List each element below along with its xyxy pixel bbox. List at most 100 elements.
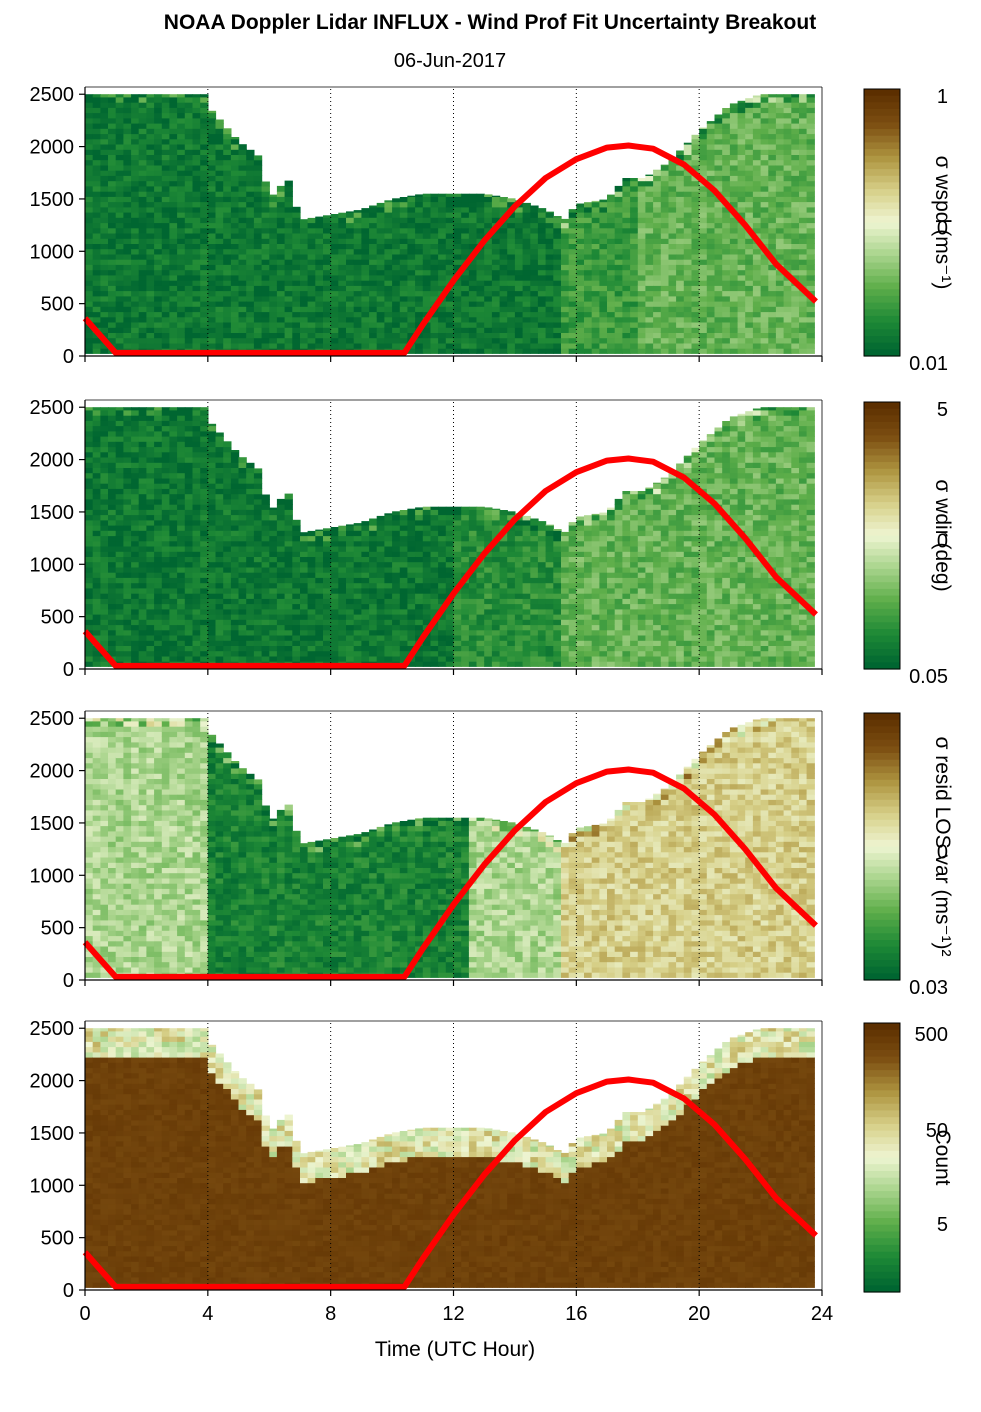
heatmap-cell [276,635,286,641]
heatmap-cell [169,624,178,631]
heatmap-cell [722,117,731,124]
heatmap-cell [284,650,293,657]
heatmap-cell [699,133,708,140]
heatmap-cell [161,227,171,234]
heatmap-cell [230,337,240,344]
heatmap-cell [276,619,286,626]
heatmap-cell [184,144,194,150]
heatmap-cell [192,301,201,307]
heatmap-cell [284,561,293,568]
heatmap-cell [138,280,147,286]
heatmap-cell [591,206,600,213]
heatmap-cell [683,274,693,281]
heatmap-cell [115,295,124,302]
heatmap-cell [392,201,401,208]
heatmap-cell [384,233,393,239]
heatmap-cell [100,154,109,161]
heatmap-cell [192,608,201,615]
heatmap-cell [161,280,171,286]
heatmap-cell [522,264,531,271]
heatmap-cell [607,227,616,234]
heatmap-cell [215,342,224,349]
heatmap-cell [184,430,194,437]
heatmap-cell [169,572,178,578]
heatmap-cell [806,238,815,244]
heatmap-cell [614,248,623,255]
heatmap-cell [238,509,247,516]
heatmap-cell [215,191,224,197]
heatmap-cell [722,227,731,234]
heatmap-cell [92,407,101,411]
heatmap-cell [637,269,647,276]
heatmap-cell [138,149,147,155]
heatmap-cell [261,530,270,537]
heatmap-cell [630,222,639,229]
heatmap-cell [599,280,608,286]
heatmap-cell [238,253,247,260]
heatmap-cell [392,295,401,302]
heatmap-cell [752,243,762,250]
heatmap-cell [92,441,101,448]
heatmap-cell [146,650,155,657]
heatmap-cell [630,285,639,292]
heatmap-cell [177,311,186,318]
heatmap-cell [261,238,270,244]
heatmap-cell [138,415,147,421]
heatmap-cell [300,253,309,260]
heatmap-cell [169,598,178,605]
heatmap-cell [722,243,731,250]
heatmap-cell [138,290,147,297]
heatmap-cell [676,269,685,276]
heatmap-cell [123,493,132,500]
heatmap-cell [706,175,716,182]
heatmap-cell [292,212,301,218]
heatmap-cell [737,212,746,218]
heatmap-cell [752,102,762,108]
heatmap-cell [791,149,800,155]
heatmap-cell [131,243,140,250]
heatmap-cell [161,587,171,594]
heatmap-cell [238,477,247,484]
heatmap-cell [169,441,178,448]
heatmap-cell [138,430,147,437]
colorbar-segment [864,115,900,123]
heatmap-cell [238,227,247,234]
heatmap-cell [438,327,447,333]
heatmap-cell [85,577,94,584]
heatmap-cell [745,175,754,182]
heatmap-cell [284,546,293,552]
heatmap-cell [215,133,224,140]
heatmap-cell [253,206,263,213]
heatmap-cell [660,306,670,313]
heatmap-cell [599,337,608,344]
heatmap-cell [177,493,186,500]
heatmap-cell [630,206,639,213]
heatmap-cell [115,530,124,537]
heatmap-cell [92,540,101,547]
heatmap-cell [714,295,723,302]
heatmap-cell [537,322,547,328]
heatmap-cell [131,102,140,108]
heatmap-cell [668,196,677,203]
heatmap-cell [346,233,355,239]
heatmap-cell [92,206,101,213]
heatmap-cell [568,306,577,313]
heatmap-cell [614,274,623,281]
heatmap-cell [445,301,455,307]
heatmap-cell [184,441,194,448]
heatmap-cell [783,222,792,229]
heatmap-cell [276,540,286,547]
heatmap-cell [146,332,155,339]
heatmap-cell [238,566,247,573]
heatmap-cell [338,259,347,265]
heatmap-cell [230,327,240,333]
heatmap-cell [307,222,316,229]
heatmap-cell [699,128,708,135]
heatmap-cell [668,332,677,339]
heatmap-cell [138,514,147,521]
heatmap-cell [676,154,685,161]
heatmap-cell [169,556,178,563]
heatmap-cell [422,269,432,276]
heatmap-cell [200,128,209,135]
heatmap-cell [177,566,186,573]
